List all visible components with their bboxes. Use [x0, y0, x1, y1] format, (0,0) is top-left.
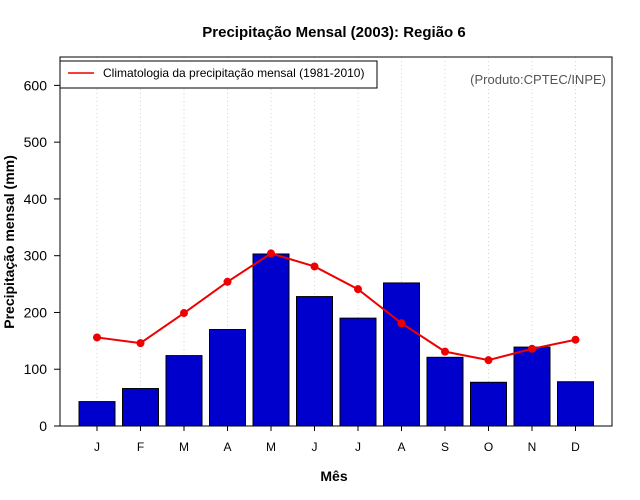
bar: [78, 401, 116, 427]
x-tick-label: S: [441, 440, 449, 454]
climatology-line-series: [93, 249, 580, 365]
y-tick-label: 500: [24, 134, 48, 150]
x-tick-label: F: [137, 440, 144, 454]
x-tick-label: J: [312, 440, 318, 454]
bar: [209, 328, 246, 427]
x-tick-label: O: [484, 440, 493, 454]
x-tick-label: D: [571, 440, 580, 454]
x-tick-label: M: [266, 440, 276, 454]
x-tick-label: J: [355, 440, 361, 454]
y-axis: 0 100 200 300 400 500 600: [24, 77, 60, 434]
y-tick-label: 300: [24, 248, 48, 264]
x-tick-label: A: [223, 440, 231, 454]
climatology-point: [354, 285, 362, 294]
climatology-point: [267, 249, 275, 258]
bar: [165, 355, 203, 427]
climatology-point: [441, 347, 449, 356]
climatology-point: [528, 344, 536, 353]
climatology-point: [93, 333, 101, 342]
credit-annotation: (Produto:CPTEC/INPE): [470, 72, 606, 87]
legend-label-climatology: Climatologia da precipitação mensal (198…: [103, 66, 364, 80]
y-tick-label: 600: [24, 77, 48, 93]
legend: Climatologia da precipitação mensal (198…: [59, 60, 378, 89]
chart-title: Precipitação Mensal (2003): Região 6: [202, 24, 465, 41]
bar: [252, 253, 290, 427]
bar: [339, 317, 377, 427]
y-tick-label: 100: [24, 361, 48, 377]
climatology-point: [571, 335, 580, 344]
bar: [296, 296, 333, 427]
bars: [78, 253, 594, 427]
x-tick-label: A: [397, 440, 405, 454]
bar: [470, 381, 507, 427]
climatology-point: [180, 309, 188, 318]
bar: [383, 282, 420, 427]
bar: [426, 356, 464, 427]
bar: [122, 388, 159, 427]
y-axis-title: Precipitação mensal (mm): [1, 155, 17, 329]
legend-box: [59, 60, 378, 89]
y-tick-label: 200: [24, 304, 48, 320]
climatology-point: [136, 339, 145, 348]
y-tick-label: 0: [39, 418, 47, 434]
climatology-line: [96, 252, 576, 362]
climatology-point: [397, 319, 406, 328]
x-tick-label: M: [179, 440, 189, 454]
bar: [557, 381, 594, 427]
x-axis-title: Mês: [320, 468, 347, 484]
climatology-point: [484, 356, 493, 365]
gridlines: [96, 57, 576, 426]
x-tick-label: J: [94, 440, 100, 454]
y-tick-label: 400: [24, 191, 48, 207]
bar: [513, 346, 551, 427]
climatology-point: [223, 277, 232, 286]
climatology-point: [310, 262, 319, 271]
x-tick-label: N: [528, 440, 537, 454]
plot-area-frame: [59, 56, 613, 427]
